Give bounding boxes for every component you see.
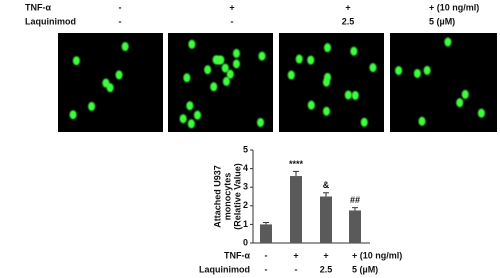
cell	[121, 42, 129, 52]
bar	[349, 210, 361, 243]
y-axis-label: Attached U937	[212, 165, 222, 228]
cell	[360, 117, 368, 127]
annotation: ##	[350, 195, 360, 205]
y-axis-label: (Relative Value)	[232, 163, 242, 230]
row-value: 2.5	[320, 264, 333, 274]
row-value: -	[265, 250, 268, 260]
cell	[69, 110, 77, 120]
cell	[226, 69, 234, 79]
cell	[350, 46, 358, 56]
cell	[258, 51, 266, 61]
cell	[179, 114, 187, 124]
cell	[456, 98, 464, 108]
cell	[423, 65, 431, 75]
cell	[287, 70, 295, 80]
bar	[260, 224, 272, 243]
y-tick-label: 1	[243, 219, 248, 229]
cell	[193, 110, 201, 120]
cell	[115, 70, 123, 80]
cell	[444, 37, 452, 47]
cell	[307, 100, 315, 110]
cell	[214, 55, 222, 65]
y-tick-label: 4	[243, 163, 248, 173]
cell	[461, 89, 469, 99]
y-tick-label: 2	[243, 200, 248, 210]
y-axis-label: monocytes	[222, 173, 232, 221]
bar	[290, 176, 302, 243]
cell	[324, 43, 332, 53]
cell	[222, 76, 230, 86]
row-value: + (10 ng/ml)	[429, 2, 479, 12]
row-value: +	[293, 250, 298, 260]
row-value: -	[231, 16, 234, 26]
cell	[88, 101, 96, 111]
cell	[418, 116, 426, 126]
micrograph	[279, 33, 384, 132]
row-value: -	[265, 264, 268, 274]
cell	[232, 59, 240, 69]
y-tick-label: 3	[243, 182, 248, 192]
cell	[221, 63, 229, 73]
row-value: -	[119, 16, 122, 26]
row-label: TNF-α	[25, 2, 51, 12]
bar	[320, 196, 332, 243]
cell	[344, 90, 352, 100]
y-tick-label: 0	[243, 237, 248, 247]
cell	[295, 54, 303, 64]
cell	[187, 119, 195, 129]
cell	[369, 63, 377, 73]
row-label: TNF-α	[224, 250, 250, 260]
row-value: 5 (µM)	[429, 16, 455, 26]
row-value: +	[229, 2, 234, 12]
cell	[351, 90, 359, 100]
cell	[102, 78, 110, 88]
cell	[232, 48, 240, 58]
row-value: 2.5	[342, 16, 355, 26]
row-value: +	[323, 250, 328, 260]
row-label: Laquinimod	[25, 16, 76, 26]
row-label: Laquinimod	[199, 264, 250, 274]
row-value: 5 (µM)	[352, 264, 378, 274]
cell	[186, 101, 194, 111]
y-tick-label: 5	[243, 144, 248, 154]
cell	[204, 65, 212, 75]
cell	[307, 55, 315, 65]
cell	[413, 68, 421, 78]
row-value: -	[119, 2, 122, 12]
row-value: + (10 ng/ml)	[352, 250, 402, 260]
cell	[395, 66, 403, 76]
cell	[324, 72, 332, 82]
row-value: -	[295, 264, 298, 274]
cell	[188, 39, 196, 49]
annotation: ****	[289, 159, 304, 169]
annotation: &	[323, 180, 330, 190]
cell	[322, 106, 330, 116]
cell	[477, 108, 485, 118]
cell	[72, 56, 80, 66]
cell	[210, 82, 218, 92]
cell	[183, 73, 191, 83]
row-value: +	[345, 2, 350, 12]
cell	[257, 117, 265, 127]
